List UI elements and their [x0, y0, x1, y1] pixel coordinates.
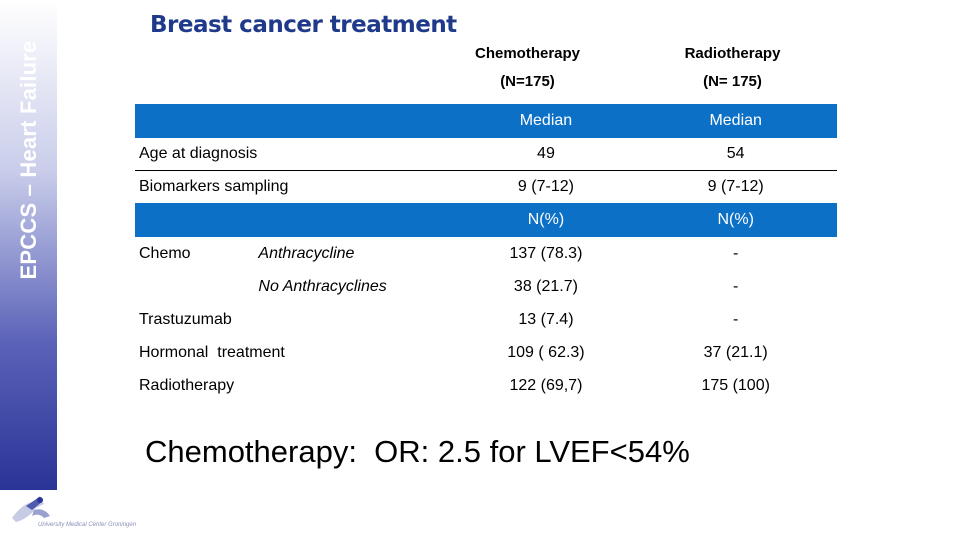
row-label-hormonal: Hormonal treatment — [139, 343, 285, 361]
column-header-chemotherapy: Chemotherapy (N=175) — [445, 40, 610, 96]
band-cell-empty — [254, 203, 458, 237]
cell-no-anthracyclines-radio: - — [733, 277, 739, 295]
header-band-median: Median Median — [135, 104, 837, 138]
umcg-logo-caption: University Medical Center Groningen — [38, 522, 137, 528]
band-cell-n-chemo: N(%) — [457, 203, 635, 237]
cell-hormonal-radio: 37 (21.1) — [703, 343, 768, 361]
table-row-biomarkers: Biomarkers sampling 9 (7-12) 9 (7-12) — [135, 171, 837, 204]
row-label-trastuzumab: Trastuzumab — [139, 310, 232, 328]
conclusion-statement: Chemotherapy: OR: 2.5 for LVEF<54% — [145, 434, 690, 469]
table-row-radiotherapy: Radiotherapy 122 (69,7) 175 (100) — [135, 369, 837, 402]
table-row-age: Age at diagnosis 49 54 — [135, 138, 837, 171]
treatment-table: Median Median Age at diagnosis 49 54 Bio… — [135, 104, 837, 402]
band-cell-median-chemo: Median — [457, 104, 635, 138]
band-cell-empty — [254, 104, 458, 138]
column-header-radiotherapy-n: (N= 175) — [703, 73, 762, 90]
umcg-logo: University Medical Center Groningen — [4, 488, 204, 538]
row-label-radiotherapy: Radiotherapy — [139, 376, 235, 394]
sidebar-label: EPCCS – Heart Failure — [16, 40, 41, 280]
row-label-age: Age at diagnosis — [135, 138, 458, 171]
column-header-radiotherapy-name: Radiotherapy — [684, 45, 781, 62]
cell-biomarkers-chemo: 9 (7-12) — [517, 178, 574, 195]
column-header-radiotherapy: Radiotherapy (N= 175) — [650, 40, 815, 96]
cell-radiotherapy-radio: 175 (100) — [701, 376, 770, 394]
cell-age-chemo: 49 — [457, 138, 635, 171]
cell-radiotherapy-chemo: 122 (69,7) — [509, 376, 583, 394]
table-row-trastuzumab: Trastuzumab 13 (7.4) - — [135, 303, 837, 336]
row-label-chemo: Chemo — [139, 244, 191, 262]
cell-age-radio: 54 — [634, 138, 837, 171]
row-label-biomarkers: Biomarkers sampling — [139, 178, 289, 195]
cell-biomarkers-radio: 9 (7-12) — [707, 178, 764, 195]
column-header-chemotherapy-name: Chemotherapy — [474, 45, 581, 62]
band-cell-empty — [135, 104, 255, 138]
table-row-hormonal: Hormonal treatment 109 ( 62.3) 37 (21.1) — [135, 336, 837, 369]
header-band-npercent: N(%) N(%) — [135, 203, 837, 237]
column-header-chemotherapy-n: (N=175) — [500, 73, 555, 90]
slide-title: Breast cancer treatment — [150, 12, 457, 38]
cell-trastuzumab-radio: - — [733, 310, 739, 328]
band-cell-n-radio: N(%) — [634, 203, 837, 237]
cell-anthracycline-radio: - — [733, 244, 739, 262]
cell-trastuzumab-chemo: 13 (7.4) — [518, 310, 574, 328]
table-row-anthracycline: Chemo Anthracycline 137 (78.3) - — [135, 237, 837, 270]
cell-hormonal-chemo: 109 ( 62.3) — [507, 343, 585, 361]
row-sublabel-anthracycline: Anthracycline — [258, 244, 355, 262]
cell-anthracycline-chemo: 137 (78.3) — [509, 244, 583, 262]
row-label-empty — [135, 270, 254, 303]
band-cell-median-radio: Median — [634, 104, 837, 138]
table-row-no-anthracyclines: No Anthracyclines 38 (21.7) - — [135, 270, 837, 303]
sidebar-banner: EPCCS – Heart Failure — [0, 0, 57, 490]
band-cell-empty — [135, 203, 255, 237]
umcg-logo-icon — [12, 496, 50, 522]
cell-no-anthracyclines-chemo: 38 (21.7) — [513, 277, 578, 295]
row-sublabel-no-anthracyclines: No Anthracyclines — [258, 277, 387, 295]
